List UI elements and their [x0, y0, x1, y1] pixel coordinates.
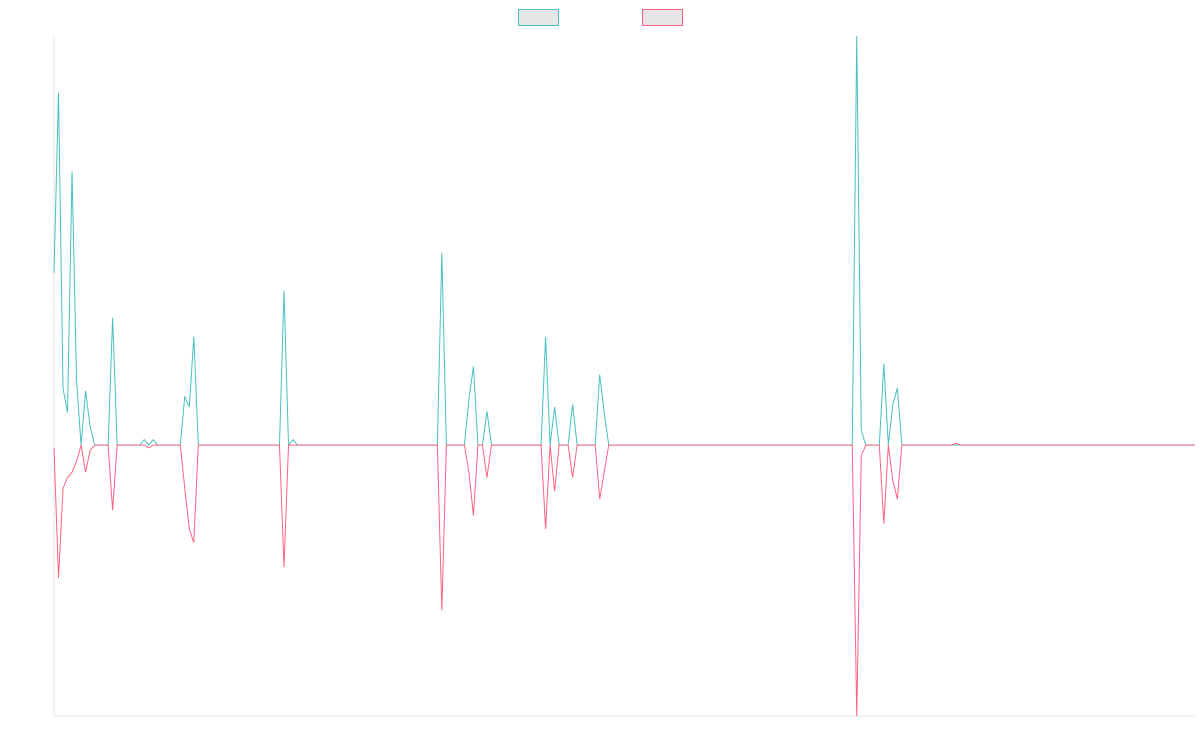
legend-swatch [642, 9, 683, 26]
series-line [53, 35, 1195, 447]
legend-swatch [518, 9, 559, 26]
series-line [53, 442, 1195, 717]
